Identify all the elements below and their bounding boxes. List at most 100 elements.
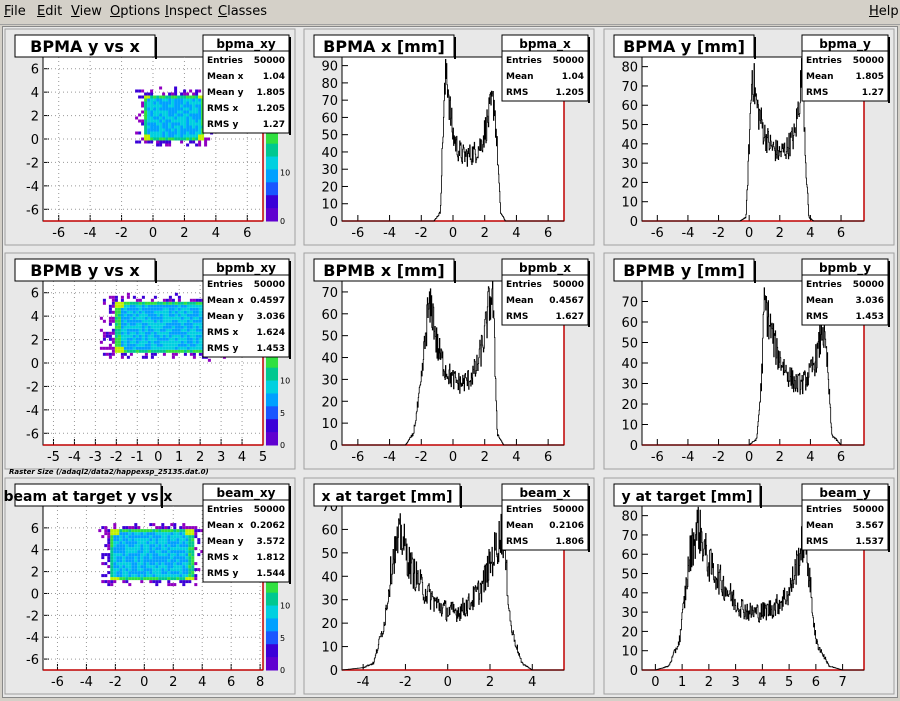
density-cell	[125, 574, 129, 578]
density-cell	[168, 137, 172, 141]
stats-label: RMS	[506, 312, 528, 322]
menu-edit[interactable]: Edit	[37, 4, 63, 19]
density-cell	[182, 553, 186, 557]
menu-inspect[interactable]: Inspect	[165, 4, 213, 19]
density-cell	[152, 550, 156, 554]
menu-file[interactable]: File	[4, 4, 26, 19]
density-cell	[171, 110, 175, 114]
density-cell	[165, 343, 169, 347]
density-cell	[146, 568, 150, 572]
density-cell	[150, 125, 154, 129]
density-cell	[150, 137, 154, 141]
title-shadow	[454, 261, 456, 283]
histogram-line	[342, 513, 564, 671]
stats-shadow	[888, 261, 890, 327]
density-cell	[192, 325, 196, 329]
density-cell	[114, 319, 118, 323]
density-cell	[171, 346, 175, 350]
density-cell	[168, 340, 172, 344]
density-cell	[177, 110, 181, 114]
density-cell	[195, 119, 199, 123]
density-cell	[165, 116, 169, 120]
density-cell	[192, 98, 196, 102]
density-cell	[147, 98, 151, 102]
density-cell	[171, 101, 175, 105]
density-cell	[197, 568, 201, 572]
density-cell	[141, 319, 145, 323]
density-cell	[158, 571, 162, 575]
density-cell	[192, 122, 196, 126]
density-cell	[170, 532, 174, 536]
density-cell	[144, 319, 148, 323]
density-cell	[126, 349, 130, 353]
density-cell	[158, 538, 162, 542]
density-cell	[116, 565, 120, 569]
density-cell	[182, 556, 186, 560]
density-cell	[189, 328, 193, 332]
density-cell	[119, 574, 123, 578]
density-cell	[147, 307, 151, 311]
density-cell	[110, 577, 114, 581]
density-cell	[191, 574, 195, 578]
density-cell	[177, 125, 181, 129]
density-cell	[171, 310, 175, 314]
menu-classes[interactable]: Classes	[218, 4, 267, 19]
density-cell	[114, 298, 118, 302]
menu-help[interactable]: Help	[869, 4, 899, 19]
density-cell	[168, 134, 172, 138]
menu-options[interactable]: Options	[110, 4, 161, 19]
density-cell	[152, 544, 156, 548]
density-cell	[132, 301, 136, 305]
density-cell	[108, 346, 112, 350]
density-cell	[153, 101, 157, 105]
density-cell	[167, 565, 171, 569]
density-cell	[179, 568, 183, 572]
density-cell	[138, 119, 142, 123]
density-cell	[195, 325, 199, 329]
density-cell	[191, 553, 195, 557]
density-cell	[158, 529, 162, 533]
density-cell	[180, 140, 184, 144]
density-cell	[191, 529, 195, 533]
density-cell	[159, 346, 163, 350]
density-cell	[144, 113, 148, 117]
density-cell	[152, 559, 156, 563]
density-cell	[101, 535, 105, 539]
x-tick-label: 6	[812, 675, 820, 690]
density-cell	[107, 529, 111, 533]
density-cell	[117, 319, 121, 323]
density-cell	[186, 107, 190, 111]
density-cell	[182, 571, 186, 575]
x-tick-label: -3	[89, 450, 102, 465]
density-cell	[155, 577, 159, 581]
x-tick-label: 6	[544, 450, 552, 465]
density-cell	[144, 337, 148, 341]
density-cell	[99, 328, 103, 332]
colorbar-tick-label: 0	[280, 441, 285, 450]
density-cell	[116, 556, 120, 560]
density-cell	[159, 322, 163, 326]
density-cell	[194, 574, 198, 578]
x-tick-label: 8	[256, 675, 264, 690]
density-cell	[182, 568, 186, 572]
density-cell	[191, 565, 195, 569]
density-cell	[168, 107, 172, 111]
colorbar-segment	[266, 380, 278, 394]
density-cell	[149, 550, 153, 554]
density-cell	[192, 101, 196, 105]
menu-view[interactable]: View	[71, 4, 102, 19]
density-cell	[173, 574, 177, 578]
density-cell	[198, 313, 202, 317]
density-cell	[173, 553, 177, 557]
density-cell	[204, 143, 208, 147]
